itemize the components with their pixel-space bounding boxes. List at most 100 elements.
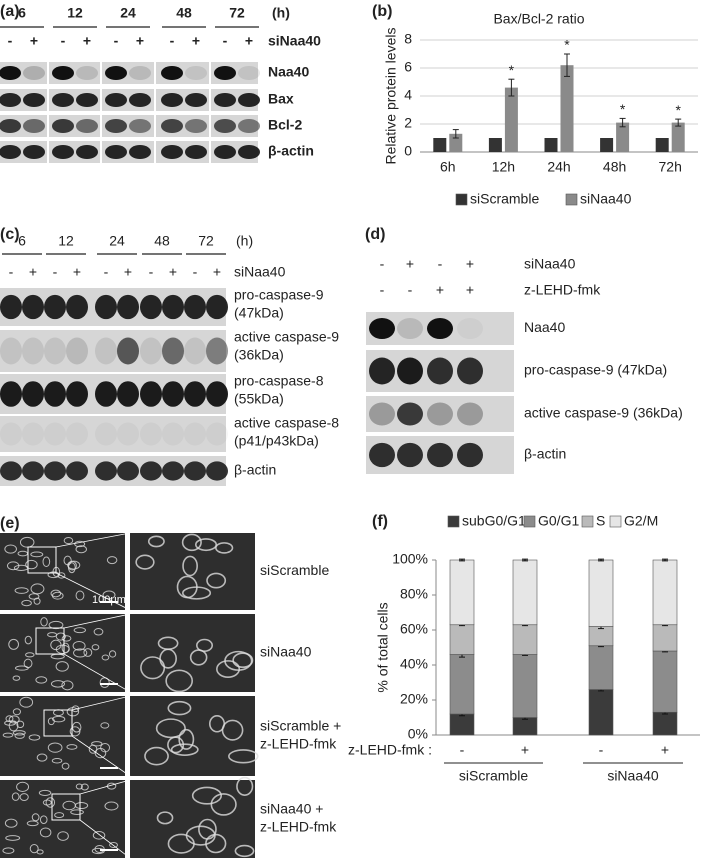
cell	[93, 628, 104, 636]
inset-box	[35, 627, 65, 655]
treatment-sign: +	[406, 256, 414, 272]
treatment-sign: +	[245, 33, 253, 49]
cell	[2, 847, 15, 854]
cell	[165, 669, 194, 693]
treatment-sign: -	[380, 256, 385, 272]
blot-band	[66, 337, 88, 365]
cell	[94, 844, 105, 853]
group-label: siScramble	[459, 768, 528, 784]
cell	[4, 818, 18, 828]
blot-band	[206, 422, 228, 446]
treatment-sign: +	[30, 33, 38, 49]
blot-band	[66, 294, 88, 320]
significance-mark: *	[564, 37, 570, 53]
cell	[12, 730, 26, 736]
inset-link	[71, 735, 131, 777]
blot-band	[0, 65, 21, 81]
treatment-sign: -	[9, 264, 14, 280]
cell	[167, 736, 185, 754]
blot-band	[162, 422, 184, 446]
cell	[167, 700, 192, 716]
blot-band	[185, 118, 207, 134]
cell	[25, 559, 38, 570]
treatment-sign: -	[149, 264, 154, 280]
significance-mark: *	[675, 102, 681, 118]
y-tick-label: 2	[404, 115, 412, 131]
cell	[21, 599, 32, 607]
treatment-label: z-LEHD-fmk	[524, 282, 601, 298]
blot-band	[129, 144, 151, 160]
blot-row-label: (36kDa)	[234, 347, 284, 363]
blot-band	[427, 442, 453, 468]
blot-band	[161, 118, 183, 134]
blot-row-label: Naa40	[268, 64, 309, 80]
cell	[155, 718, 186, 739]
y-tick-label: 40%	[400, 656, 428, 672]
inset-link	[79, 779, 131, 795]
bar-segment	[588, 689, 614, 736]
blot-band	[22, 294, 44, 320]
cell	[181, 533, 202, 552]
cell	[51, 757, 63, 764]
bar-segment	[588, 645, 614, 690]
blot-band	[238, 118, 260, 134]
bar-segment	[449, 624, 475, 655]
cell	[45, 797, 56, 808]
blot-band	[23, 118, 45, 134]
cell	[47, 742, 63, 753]
blot-band	[184, 422, 206, 446]
condition-label: siNaa40	[260, 644, 312, 660]
bar	[671, 122, 685, 152]
cell	[16, 781, 30, 792]
cell	[106, 556, 118, 565]
blot-band	[22, 381, 44, 407]
blot-band	[117, 461, 139, 481]
cell	[36, 753, 48, 762]
inset-box	[51, 793, 81, 821]
cell	[75, 545, 87, 554]
time-label: 24	[120, 5, 136, 21]
legend-label: G0/G1	[538, 513, 579, 529]
legend-label: G2/M	[624, 513, 658, 529]
cell	[35, 676, 48, 684]
blot-band	[117, 337, 139, 365]
panel-label: (a)	[0, 3, 20, 20]
blot-band	[22, 337, 44, 365]
blot-row-label: Bcl-2	[268, 117, 302, 133]
time-label: 12	[67, 5, 83, 21]
cell	[147, 535, 165, 548]
cell	[8, 715, 20, 724]
y-axis-label: % of total cells	[375, 602, 391, 692]
y-tick-label: 8	[404, 31, 412, 47]
blot-band	[427, 402, 453, 426]
blot-band	[95, 461, 117, 481]
condition-label: siScramble +	[260, 718, 341, 734]
y-tick-label: 100%	[392, 551, 428, 567]
legend-label: subG0/G1	[462, 513, 526, 529]
panel-label: (e)	[0, 515, 20, 532]
x-axis-label: z-LEHD-fmk :	[348, 742, 432, 758]
cell	[24, 635, 32, 645]
blot-band	[76, 118, 98, 134]
bar-segment	[512, 717, 538, 736]
x-tick-label: 24h	[547, 159, 570, 175]
cell	[54, 812, 65, 819]
cell	[62, 800, 76, 811]
x-tick-label: -	[460, 742, 465, 758]
blot-row-label: pro-caspase-9	[234, 287, 324, 303]
condition-label: siNaa40 +	[260, 801, 323, 817]
cell	[91, 644, 100, 651]
blot-band	[397, 357, 423, 385]
cell	[206, 572, 227, 589]
blot-band	[76, 144, 98, 160]
blot-band	[117, 294, 139, 320]
x-tick-label: 6h	[440, 159, 456, 175]
treatment-sign: +	[213, 264, 221, 280]
cell	[39, 827, 52, 838]
blot-strip	[0, 416, 226, 452]
cell	[38, 789, 52, 796]
blot-band	[206, 381, 228, 407]
cell	[55, 644, 70, 654]
blot-band	[161, 65, 183, 81]
cell	[101, 654, 110, 661]
